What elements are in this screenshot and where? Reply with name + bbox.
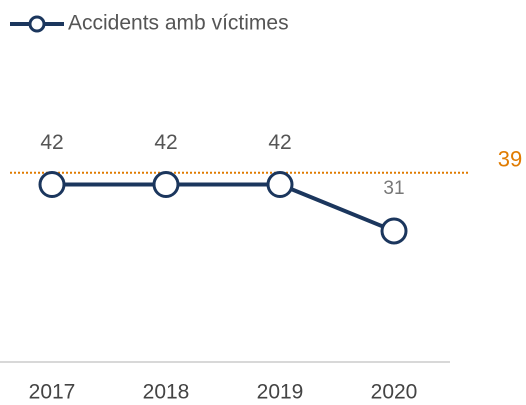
x-tick-label: 2019 [257, 381, 304, 404]
data-label: 42 [40, 131, 63, 154]
series-line [52, 182, 395, 233]
point [38, 171, 66, 199]
x-tick-label: 2017 [29, 381, 76, 404]
point [380, 217, 408, 245]
point [266, 171, 294, 199]
point [152, 171, 180, 199]
data-label: 42 [154, 131, 177, 154]
data-label: 31 [383, 178, 404, 199]
legend-marker [28, 15, 46, 33]
legend-label: Accidents amb víctimes [68, 12, 289, 35]
x-tick-label: 2018 [143, 381, 190, 404]
data-label: 42 [268, 131, 291, 154]
reference-label: 39 [498, 147, 522, 172]
x-tick-label: 2020 [371, 381, 418, 404]
